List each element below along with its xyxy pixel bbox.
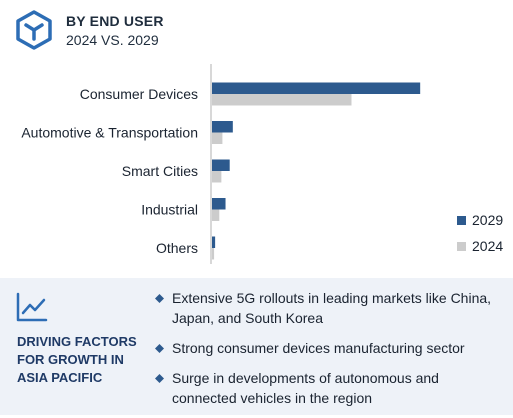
- bar-2024: [212, 132, 223, 144]
- cube-icon: [16, 10, 52, 50]
- legend-item-2029: 2029: [457, 211, 503, 229]
- list-item-text: Strong consumer devices manufacturing se…: [172, 340, 465, 356]
- chart-title: BY END USER: [66, 13, 164, 29]
- bar-2024: [212, 171, 222, 183]
- legend-swatch-2024: [457, 241, 466, 251]
- category-labels: Consumer Devices Automotive & Transportat…: [21, 86, 198, 256]
- driving-factors-panel: DRIVING FACTORS FOR GROWTH IN ASIA PACIF…: [0, 278, 513, 415]
- category-label: Smart Cities: [122, 163, 198, 179]
- category-label: Consumer Devices: [80, 86, 198, 102]
- legend-label-2029: 2029: [472, 212, 504, 228]
- category-label: Others: [156, 240, 198, 256]
- trend-line-icon: [16, 292, 48, 322]
- panel-heading-line: FOR GROWTH IN: [17, 352, 124, 367]
- bar-2029: [212, 82, 421, 94]
- panel-heading: DRIVING FACTORS FOR GROWTH IN ASIA PACIF…: [17, 333, 147, 387]
- list-item: Surge in developments of autonomous and …: [155, 368, 505, 408]
- chart-subtitle: 2024 VS. 2029: [66, 32, 159, 48]
- bar-2024: [212, 209, 220, 221]
- panel-heading-line: DRIVING FACTORS: [17, 334, 137, 349]
- bar-2029: [212, 159, 230, 171]
- category-label: Industrial: [141, 202, 198, 218]
- legend-item-2024: 2024: [457, 237, 503, 255]
- panel-heading-line: ASIA PACIFIC: [17, 370, 103, 385]
- list-item: Strong consumer devices manufacturing se…: [155, 338, 505, 358]
- category-label: Automotive & Transportation: [21, 125, 198, 141]
- legend-label-2024: 2024: [472, 238, 504, 254]
- diamond-bullet-icon: [155, 374, 164, 383]
- list-item-text: Extensive 5G rollouts in leading markets…: [172, 290, 492, 326]
- diamond-bullet-icon: [155, 294, 164, 303]
- list-item-text: Surge in developments of autonomous and …: [172, 370, 439, 406]
- bar-2024: [212, 94, 352, 106]
- chart-legend: 2029 2024: [457, 211, 503, 263]
- bar-2024: [212, 248, 215, 260]
- legend-swatch-2029: [457, 215, 466, 225]
- bar-2029: [212, 121, 233, 133]
- bar-2029: [212, 198, 226, 210]
- bars: [212, 82, 421, 260]
- bar-chart: Consumer Devices Automotive & Transportat…: [21, 64, 421, 264]
- driving-factors-list: Extensive 5G rollouts in leading markets…: [155, 288, 505, 418]
- bar-2029: [212, 236, 216, 248]
- diamond-bullet-icon: [155, 344, 164, 353]
- list-item: Extensive 5G rollouts in leading markets…: [155, 288, 505, 328]
